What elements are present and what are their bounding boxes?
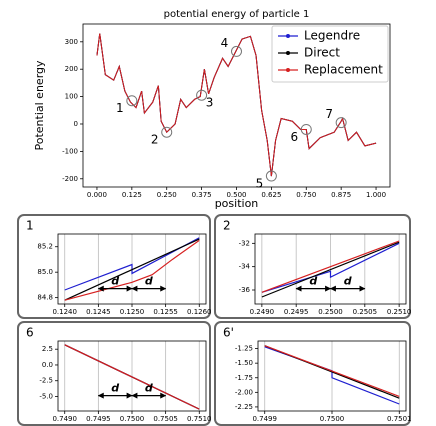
x-tick-label: 0.7500 xyxy=(320,415,345,423)
y-tick-label: -2.5 xyxy=(39,377,53,385)
x-tick-label: 0.375 xyxy=(192,191,212,199)
x-axis-label: position xyxy=(215,197,259,210)
plot-frame xyxy=(57,340,207,412)
annotation-label: 1 xyxy=(116,101,124,115)
y-tick-label: -5.0 xyxy=(39,392,53,400)
x-tick-label: 0.2495 xyxy=(284,308,309,316)
panel-label: 1 xyxy=(26,219,34,233)
plot-frame xyxy=(254,233,407,305)
x-tick-label: 0.1245 xyxy=(86,308,111,316)
x-tick-label: 0.7499 xyxy=(252,415,277,423)
x-tick-label: 0.7500 xyxy=(120,415,145,423)
y-tick-label: -36 xyxy=(239,286,251,294)
x-tick-label: 0.2490 xyxy=(250,308,275,316)
y-tick-label: -1.75 xyxy=(235,374,253,382)
chart-title: potential energy of particle 1 xyxy=(164,9,310,20)
legend-label: Direct xyxy=(304,46,340,60)
legend-marker xyxy=(286,68,290,72)
y-tick-label: -34 xyxy=(239,263,251,271)
y-tick-label: -200 xyxy=(62,175,78,183)
y-tick-label: 0.0 xyxy=(42,361,53,369)
x-tick-label: 0.125 xyxy=(122,191,142,199)
x-tick-label: 0.7501 xyxy=(387,415,412,423)
distance-label: d xyxy=(145,275,153,288)
legend-box xyxy=(271,25,389,83)
annotation-circle xyxy=(231,45,242,57)
annotation-label: 2 xyxy=(151,133,159,147)
x-tick-label: 0.875 xyxy=(331,191,351,199)
distance-label: d xyxy=(344,275,352,288)
y-tick-label: 200 xyxy=(65,65,78,73)
series-line xyxy=(261,242,400,293)
x-tick-label: 0.2510 xyxy=(387,308,412,316)
y-tick-label: -100 xyxy=(62,147,78,155)
annotation-circle xyxy=(196,89,208,101)
y-tick-label: 300 xyxy=(65,38,78,46)
panel-label: 6' xyxy=(223,326,234,340)
x-tick-label: 0.500 xyxy=(226,191,246,199)
distance-label: d xyxy=(309,275,317,288)
panel-frame xyxy=(17,321,211,426)
x-tick-label: 0.7490 xyxy=(52,415,77,423)
y-axis-label: Potential energy xyxy=(33,60,46,151)
y-tick-label: 84.8 xyxy=(37,294,53,302)
series-line xyxy=(261,241,400,298)
annotation-circle xyxy=(265,170,277,182)
y-tick-label: -1.50 xyxy=(235,359,253,367)
x-tick-label: 0.2505 xyxy=(353,308,378,316)
x-tick-label: 0.7510 xyxy=(187,415,212,423)
y-tick-label: -2.00 xyxy=(235,388,253,396)
x-tick-label: 0.1250 xyxy=(120,308,145,316)
series-line xyxy=(261,240,400,293)
annotation-label: 5 xyxy=(256,177,264,191)
distance-label: d xyxy=(111,382,119,395)
legend-label: Replacement xyxy=(304,63,383,77)
panel-frame xyxy=(17,214,211,319)
panel-frame xyxy=(214,321,411,426)
y-tick-label: 100 xyxy=(65,93,78,101)
y-tick-label: -32 xyxy=(239,239,250,247)
distance-label: d xyxy=(145,382,153,395)
plot-frame xyxy=(82,23,391,188)
panel-label: 6 xyxy=(26,326,34,340)
panel-label: 2 xyxy=(223,219,231,233)
plot-frame xyxy=(257,340,407,412)
annotation-circle xyxy=(335,117,347,129)
legend-label: Legendre xyxy=(304,29,360,43)
annotation-circle xyxy=(300,123,312,135)
series-line xyxy=(64,238,200,301)
y-tick-label: 2.5 xyxy=(42,345,53,353)
y-tick-label: 85.0 xyxy=(37,268,53,276)
series-line xyxy=(96,33,377,177)
x-tick-label: 1.000 xyxy=(366,191,386,199)
x-tick-label: 0.250 xyxy=(157,191,177,199)
annotation-circle xyxy=(161,126,173,138)
annotation-label: 4 xyxy=(221,36,229,50)
plot-frame xyxy=(57,233,207,305)
x-tick-label: 0.1255 xyxy=(153,308,178,316)
legend-marker xyxy=(286,34,290,38)
x-tick-label: 0.7505 xyxy=(153,415,178,423)
x-tick-label: 0.7495 xyxy=(86,415,111,423)
series-line xyxy=(64,344,200,410)
x-tick-label: 0.750 xyxy=(296,191,316,199)
x-tick-label: 0.625 xyxy=(261,191,281,199)
annotation-circle xyxy=(126,95,138,107)
y-tick-label: -1.25 xyxy=(235,345,253,353)
annotation-label: 7 xyxy=(325,107,333,121)
panel-frame xyxy=(214,214,411,319)
x-tick-label: 0.1260 xyxy=(187,308,212,316)
x-tick-label: 0.1240 xyxy=(52,308,77,316)
series-line xyxy=(264,345,400,397)
y-tick-label: 85.2 xyxy=(37,243,53,251)
y-tick-label: -2.25 xyxy=(235,403,253,411)
legend-marker xyxy=(286,51,290,55)
x-tick-label: 0.2500 xyxy=(318,308,343,316)
annotation-label: 6 xyxy=(290,130,298,144)
distance-label: d xyxy=(111,275,119,288)
y-tick-label: 0 xyxy=(74,120,78,128)
annotation-label: 3 xyxy=(206,96,214,110)
x-tick-label: 0.000 xyxy=(87,191,107,199)
